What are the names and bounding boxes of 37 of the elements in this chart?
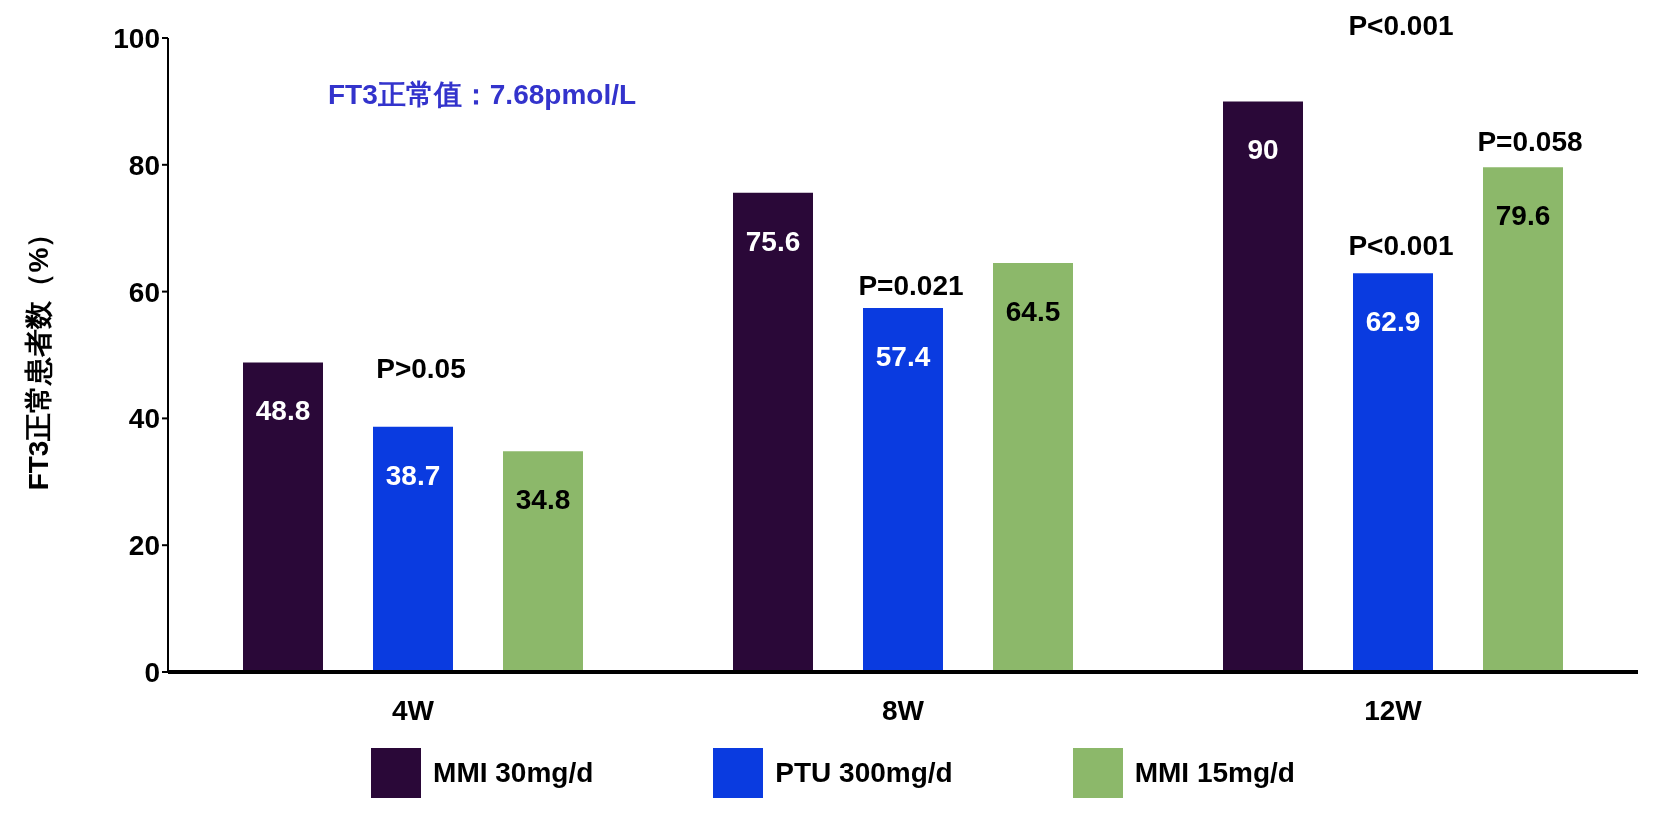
annotation: P=0.058	[1477, 126, 1583, 158]
data-label: 48.8	[255, 395, 311, 427]
legend-label: MMI 30mg/d	[433, 757, 594, 789]
annotation: P>0.05	[376, 353, 466, 385]
data-label: 79.6	[1495, 200, 1551, 232]
data-label: 38.7	[385, 459, 441, 491]
x-tick-label: 4W	[392, 694, 435, 726]
y-tick-label: 20	[128, 530, 160, 562]
data-label: 75.6	[745, 225, 801, 257]
x-tick-label: 12W	[1364, 694, 1423, 726]
annotation: P<0.001	[1348, 10, 1454, 42]
y-tick-label: 80	[128, 149, 160, 181]
data-label: 62.9	[1365, 306, 1421, 338]
bar	[373, 426, 453, 672]
bar	[1483, 167, 1563, 672]
bar	[503, 451, 583, 672]
y-axis-title: FT3正常患者数（%）	[22, 219, 54, 491]
legend-label: MMI 15mg/d	[1134, 757, 1295, 789]
bar	[863, 308, 943, 672]
bar	[993, 263, 1073, 672]
bar	[733, 192, 813, 672]
data-label: 90	[1247, 134, 1279, 166]
bar	[1353, 273, 1433, 672]
y-tick-label: 0	[144, 656, 160, 688]
x-tick-label: 8W	[882, 694, 925, 726]
y-tick-label: 60	[128, 276, 160, 308]
y-tick-label: 100	[113, 22, 160, 54]
bar	[1223, 101, 1303, 672]
annotation: P=0.021	[858, 270, 964, 302]
y-tick-label: 40	[128, 403, 160, 435]
data-label: 34.8	[515, 484, 571, 516]
legend-label: PTU 300mg/d	[775, 757, 953, 789]
bar	[243, 362, 323, 672]
data-label: 64.5	[1005, 295, 1061, 327]
annotation: P<0.001	[1348, 230, 1454, 262]
data-label: 57.4	[875, 340, 931, 372]
annotation: FT3正常值：7.68pmol/L	[328, 78, 637, 112]
